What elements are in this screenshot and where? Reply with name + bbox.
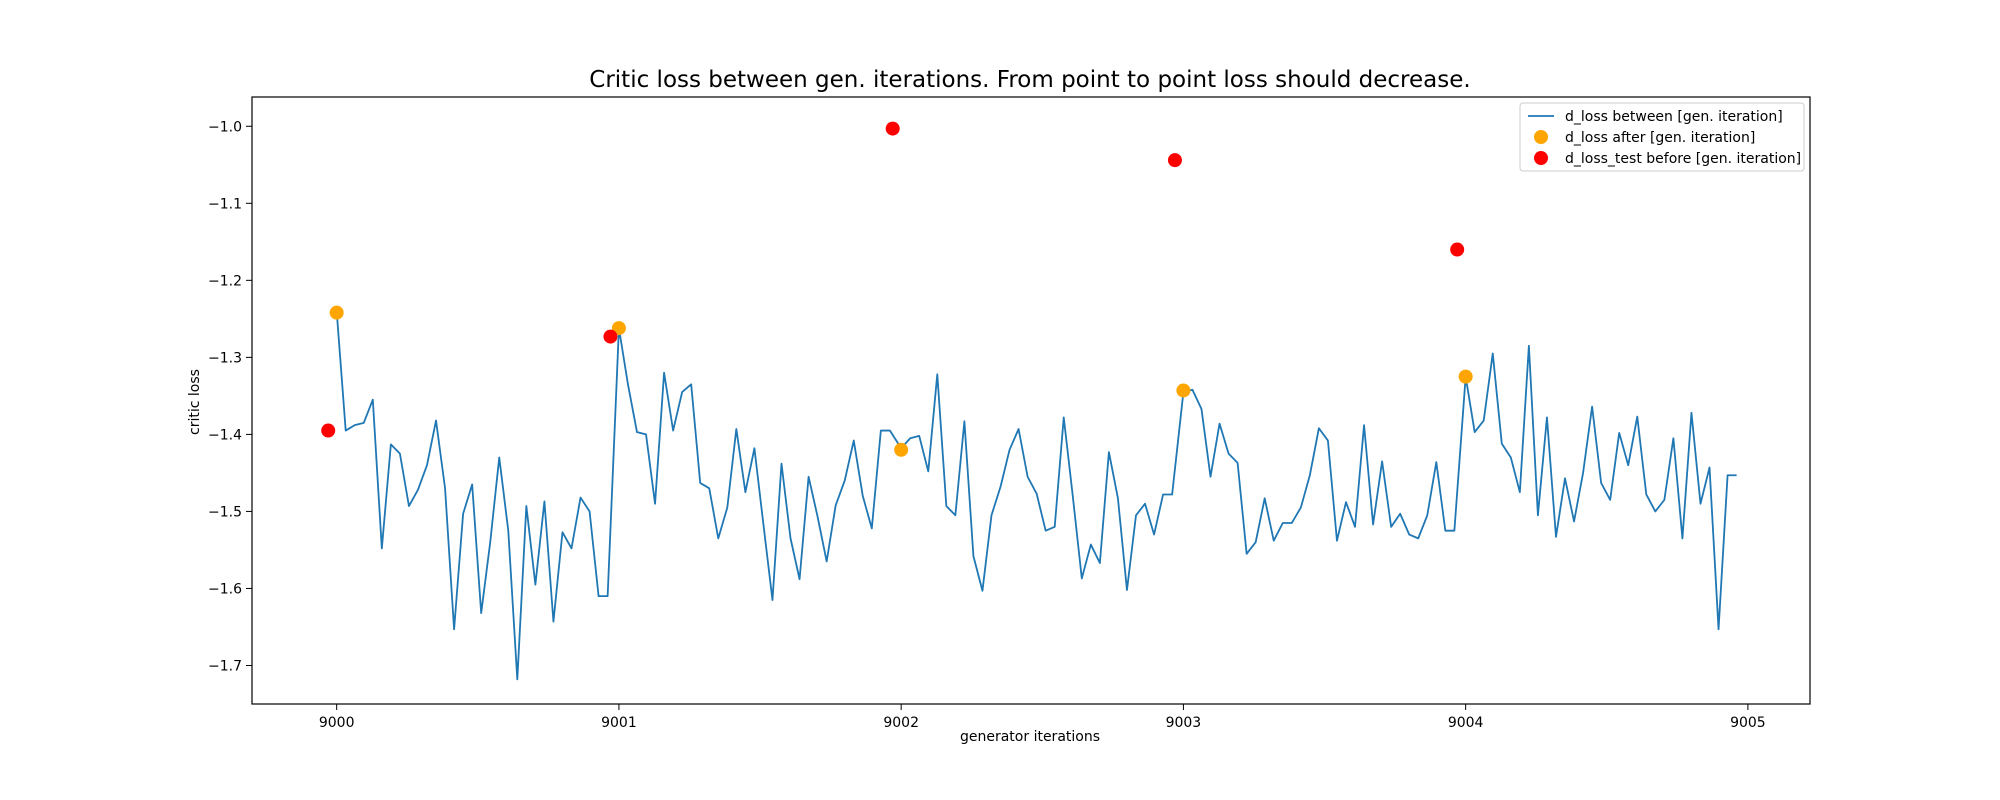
- legend-label: d_loss between [gen. iteration]: [1565, 109, 1783, 125]
- y-tick-label: −1.5: [208, 504, 242, 520]
- point-d-loss-test-before: [885, 121, 900, 136]
- x-tick-label: 9005: [1730, 715, 1766, 731]
- legend-box: [1519, 102, 1805, 172]
- legend-label: d_loss_test before [gen. iteration]: [1565, 151, 1801, 167]
- x-tick-label: 9002: [883, 715, 919, 731]
- point-d-loss-test-before: [1167, 153, 1182, 168]
- chart-title: Critic loss between gen. iterations. Fro…: [589, 67, 1470, 93]
- y-axis-label: critic loss: [187, 369, 203, 435]
- y-tick-label: −1.4: [208, 427, 242, 443]
- point-d-loss-after: [329, 305, 344, 320]
- y-tick-label: −1.6: [208, 581, 242, 597]
- plot-area: 9000 9001 9002 9003 9004 9005 −1.7 −1.6 −1.5 −1.4…: [208, 96, 1811, 731]
- y-tick-label: −1.2: [208, 273, 242, 289]
- point-d-loss-after: [611, 321, 626, 336]
- x-axis-label: generator iterations: [960, 729, 1100, 745]
- series-line-d-loss-between: [335, 311, 1737, 681]
- legend-label: d_loss after [gen. iteration]: [1565, 130, 1755, 146]
- point-d-loss-after: [1176, 383, 1191, 398]
- point-d-loss-test-before: [603, 329, 618, 344]
- legend-dot-swatch: [1534, 130, 1548, 144]
- x-tick-label: 9000: [319, 715, 355, 731]
- legend-dot-swatch: [1534, 151, 1548, 165]
- point-d-loss-test-before: [321, 423, 336, 438]
- x-tick-label: 9004: [1448, 715, 1484, 731]
- y-tick-label: −1.0: [208, 119, 242, 135]
- x-tick-label: 9001: [601, 715, 637, 731]
- axes-frame: [251, 96, 1811, 705]
- legend-item-d-loss-after: d_loss after [gen. iteration]: [1534, 130, 1755, 146]
- legend-item-d-loss-test-before: d_loss_test before [gen. iteration]: [1534, 151, 1801, 167]
- legend: d_loss between [gen. iteration] d_loss af…: [1519, 102, 1805, 172]
- legend-item-d-loss-between: d_loss between [gen. iteration]: [1528, 109, 1783, 125]
- y-tick-label: −1.7: [208, 658, 242, 674]
- y-tick-label: −1.3: [208, 350, 242, 366]
- y-tick-label: −1.1: [208, 196, 242, 212]
- x-tick-label: 9003: [1166, 715, 1202, 731]
- point-d-loss-test-before: [1450, 242, 1465, 257]
- point-d-loss-after: [894, 442, 909, 457]
- point-d-loss-after: [1458, 369, 1473, 384]
